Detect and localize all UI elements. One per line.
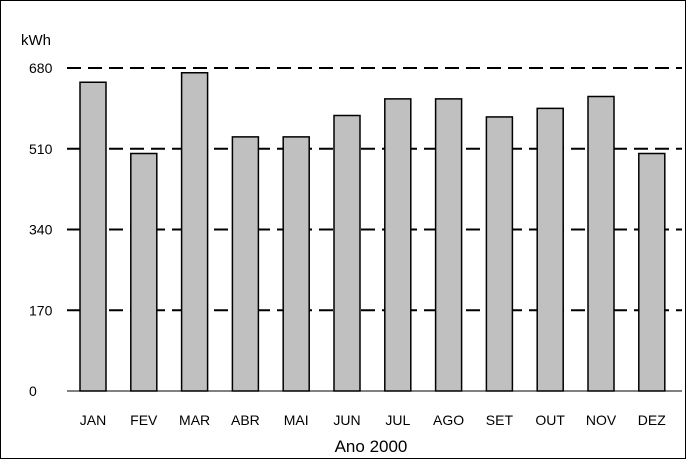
bar-fev — [130, 152, 158, 392]
x-tick-label: MAR — [179, 412, 210, 428]
bars — [79, 72, 666, 392]
x-tick-label: SET — [486, 412, 514, 428]
x-tick-label: AGO — [433, 412, 464, 428]
bar-nov — [587, 95, 615, 392]
bar-jul — [384, 98, 412, 392]
y-tick-label: 170 — [29, 302, 53, 318]
bar-set — [485, 116, 514, 392]
y-tick-label: 340 — [29, 222, 53, 238]
bar-mar — [180, 72, 209, 392]
x-tick-label: JAN — [80, 412, 106, 428]
bar-abr — [231, 136, 260, 392]
x-tick-label: ABR — [231, 412, 260, 428]
y-axis-label: kWh — [21, 32, 51, 49]
y-tick-label: 0 — [29, 383, 37, 399]
y-tick-label: 680 — [29, 60, 53, 76]
bar-jan — [79, 81, 107, 392]
x-tick-label: DEZ — [638, 412, 666, 428]
bar-jun — [333, 114, 361, 392]
x-axis-label: Ano 2000 — [335, 437, 408, 456]
x-tick-label: OUT — [535, 412, 565, 428]
bar-mai — [282, 136, 310, 392]
x-tick-labels: JAN FEV MAR ABR MAI JUN JUL AGO SET OUT NOV DEZ — [80, 412, 666, 428]
x-tick-label: FEV — [130, 412, 158, 428]
x-tick-label: NOV — [586, 412, 617, 428]
bar-ago — [434, 98, 463, 392]
bar-dez — [638, 152, 666, 392]
y-tick-label: 510 — [29, 141, 53, 157]
x-tick-label: MAI — [284, 412, 309, 428]
x-tick-label: JUL — [385, 412, 410, 428]
gridlines — [67, 67, 682, 312]
bar-out — [536, 107, 564, 392]
y-tick-labels: 0 170 340 510 680 — [29, 60, 53, 399]
x-tick-label: JUN — [333, 412, 360, 428]
